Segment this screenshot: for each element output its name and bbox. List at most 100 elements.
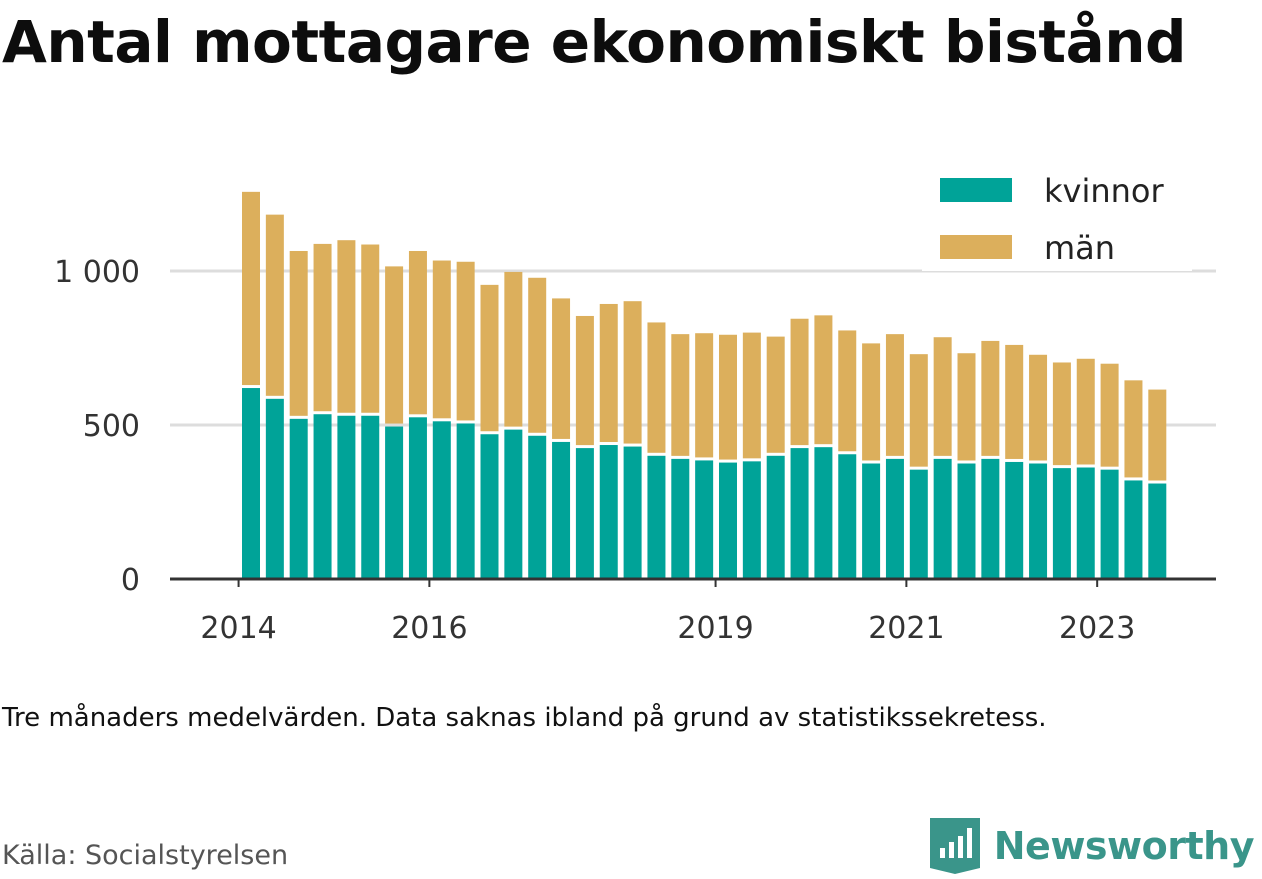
bar-man (432, 260, 451, 419)
bar-man (933, 337, 952, 456)
bar-man (1100, 363, 1119, 467)
bar-kvinnor (456, 423, 475, 579)
bar-kvinnor (575, 448, 594, 579)
bar-kvinnor (814, 447, 833, 579)
bar-man (504, 271, 523, 427)
bar-man (885, 334, 904, 456)
bar-kvinnor (361, 415, 380, 579)
bar-man (623, 301, 642, 444)
bar-man (1148, 389, 1167, 481)
bar-man (456, 261, 475, 421)
legend-swatch (940, 235, 1012, 259)
legend-label: män (1044, 229, 1115, 267)
bar-kvinnor (1005, 461, 1024, 579)
bar-man (671, 334, 690, 456)
bar-kvinnor (1052, 468, 1071, 579)
bar-man (242, 191, 260, 386)
bar-kvinnor (838, 454, 857, 579)
bar-kvinnor (265, 398, 284, 579)
bar-man (742, 332, 761, 459)
bar-man (695, 333, 714, 458)
bar-kvinnor (1076, 467, 1095, 579)
bar-man (647, 322, 666, 453)
bar-kvinnor (408, 417, 427, 579)
y-tick-label: 1 000 (54, 255, 140, 290)
y-tick-label: 0 (121, 563, 140, 598)
legend-swatch (940, 178, 1012, 202)
bar-man (385, 266, 404, 424)
bar-man (1052, 362, 1071, 466)
bar-kvinnor (719, 462, 737, 579)
bar-man (575, 315, 594, 446)
bar-man (957, 353, 976, 461)
bar-kvinnor (313, 414, 332, 579)
bar-man (1029, 354, 1048, 461)
x-tick-label: 2019 (677, 611, 753, 646)
bar-kvinnor (933, 458, 952, 579)
bar-kvinnor (242, 388, 260, 579)
bar-kvinnor (1148, 483, 1167, 579)
bar-man (552, 298, 571, 439)
bar-man (408, 250, 427, 415)
bar-kvinnor (528, 435, 547, 579)
bar-man (766, 336, 785, 453)
bar-man (599, 303, 618, 443)
bar-man (719, 334, 737, 460)
bar-kvinnor (385, 426, 404, 579)
bar-kvinnor (695, 460, 714, 579)
bar-man (265, 214, 284, 396)
axes: 0 500 1 000 2014 2016 2019 2021 2023 (54, 255, 1216, 646)
bar-man (838, 330, 857, 452)
bar-man (790, 318, 809, 446)
legend: kvinnor män (922, 163, 1192, 271)
bar-kvinnor (289, 418, 308, 579)
bar-kvinnor (1029, 463, 1048, 579)
bar-kvinnor (909, 469, 928, 579)
bar-man (313, 243, 332, 412)
bar-kvinnor (623, 446, 642, 579)
bar-kvinnor (862, 463, 881, 579)
brand-name: Newsworthy (993, 824, 1255, 868)
bar-man (814, 315, 833, 445)
brand-logo[interactable]: Newsworthy (929, 818, 1255, 874)
bar-man (1076, 358, 1095, 465)
bar-kvinnor (1124, 480, 1143, 579)
bar-kvinnor (1100, 469, 1119, 579)
bar-kvinnor (742, 461, 761, 579)
bar-kvinnor (337, 415, 356, 579)
bar-man (528, 277, 547, 433)
bar-man (337, 240, 356, 413)
bar-kvinnor (981, 458, 1000, 579)
bar-man (289, 250, 308, 416)
bar-kvinnor (432, 421, 451, 579)
bar-man (480, 284, 499, 432)
chart-title: Antal mottagare ekonomiskt bistånd (2, 8, 1187, 76)
bar-man (361, 244, 380, 413)
bar-kvinnor (766, 455, 785, 579)
x-tick-label: 2014 (200, 611, 276, 646)
bars (242, 191, 1167, 579)
bar-man (909, 354, 928, 467)
chart-note: Tre månaders medelvärden. Data saknas ib… (2, 703, 1047, 733)
bar-kvinnor (885, 458, 904, 579)
legend-label: kvinnor (1044, 172, 1165, 210)
bar-kvinnor (790, 448, 809, 579)
bar-man (1005, 344, 1024, 459)
bar-kvinnor (957, 463, 976, 579)
y-tick-label: 500 (83, 409, 140, 444)
bar-kvinnor (480, 434, 499, 579)
bar-man (862, 343, 881, 461)
bar-man (1124, 380, 1143, 478)
x-tick-label: 2021 (868, 611, 944, 646)
bar-kvinnor (599, 445, 618, 579)
source-label: Källa: Socialstyrelsen (2, 840, 289, 871)
x-tick-label: 2016 (391, 611, 467, 646)
bar-man (981, 340, 1000, 456)
bar-kvinnor (552, 441, 571, 579)
bar-kvinnor (504, 429, 523, 579)
newsworthy-logo-icon (929, 818, 980, 874)
bar-kvinnor (647, 455, 666, 579)
x-tick-label: 2023 (1059, 611, 1135, 646)
bar-kvinnor (671, 458, 690, 579)
